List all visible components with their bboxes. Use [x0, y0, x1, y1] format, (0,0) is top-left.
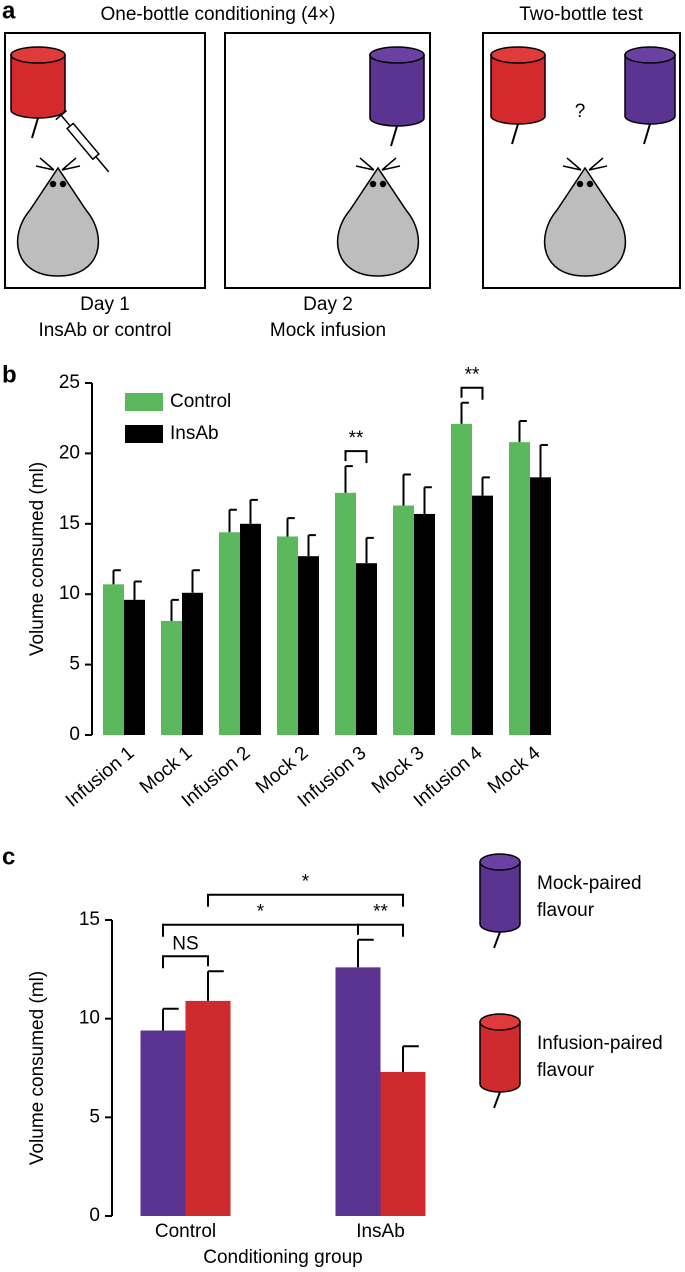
significance-label: NS	[172, 933, 198, 954]
legend-swatch	[479, 853, 521, 871]
caption: Day 2	[303, 294, 353, 315]
legend-label: Mock-paired flavour	[537, 873, 642, 921]
legend-label: Control	[170, 391, 231, 412]
significance-bracket	[357, 923, 404, 937]
caption: InsAb or control	[38, 320, 171, 341]
significance-label: **	[465, 365, 480, 386]
error-bar	[402, 1045, 419, 1072]
bar	[240, 523, 261, 735]
y-tick-label: 0	[89, 1205, 100, 1226]
y-tick-label: 15	[59, 513, 80, 534]
significance-bracket	[460, 386, 484, 400]
bottles	[10, 46, 676, 147]
significance-bracket	[344, 450, 368, 464]
bar	[335, 492, 356, 735]
frame	[482, 32, 681, 289]
x-tick-label: Infusion 1	[62, 743, 139, 812]
panel-title: One-bottle conditioning (4×)	[100, 4, 335, 25]
bar	[161, 620, 182, 735]
x-tick-label: InsAb	[356, 1221, 405, 1242]
error-bar	[133, 580, 142, 600]
legend-swatch	[479, 1021, 521, 1093]
significance-label: *	[302, 872, 310, 893]
y-tick-label: 20	[59, 442, 80, 463]
frame	[4, 32, 206, 289]
legend-swatch	[125, 425, 163, 443]
bar	[414, 513, 435, 735]
bar	[277, 536, 298, 735]
panel-label: a	[2, 0, 16, 24]
x-tick-label: Control	[155, 1221, 216, 1242]
y-axis-label: Volume consumed (ml)	[27, 462, 48, 656]
error-bar	[207, 970, 224, 1001]
error-bar	[249, 498, 258, 524]
error-bar	[481, 476, 490, 496]
legend-swatch	[479, 1013, 521, 1031]
significance-label: *	[257, 902, 265, 923]
bar	[219, 532, 240, 735]
error-bar	[518, 420, 527, 443]
y-tick-label: 5	[89, 1106, 100, 1127]
mice	[16, 110, 627, 277]
y-axis-label: Volume consumed (ml)	[27, 971, 48, 1165]
bar	[140, 1030, 186, 1216]
frame	[224, 32, 431, 289]
legend-label: InsAb	[170, 423, 219, 444]
bar	[335, 967, 381, 1216]
y-tick-label: 0	[69, 724, 80, 745]
bar	[185, 1000, 231, 1216]
bar	[393, 505, 414, 735]
legend-text: Infusion-paired flavour	[537, 1033, 663, 1081]
significance-label: **	[349, 428, 364, 449]
error-bar	[307, 534, 316, 557]
error-bar	[162, 1007, 179, 1031]
significance-bracket	[207, 893, 404, 907]
bar	[298, 556, 319, 735]
error-bar	[357, 938, 374, 968]
caption: Mock infusion	[270, 320, 386, 341]
error-bar	[344, 465, 353, 493]
bar	[380, 1071, 426, 1216]
y-tick-label: 25	[59, 372, 80, 393]
significance-bracket	[162, 955, 209, 969]
y-tick-label: 5	[69, 654, 80, 675]
bar	[451, 423, 472, 735]
legend-swatch	[493, 1091, 501, 1109]
caption: Day 1	[80, 294, 130, 315]
significance-label: **	[373, 902, 388, 923]
bar	[103, 584, 124, 735]
legend-label: Infusion-paired flavour	[537, 1033, 663, 1081]
question-mark: ?	[575, 101, 586, 122]
error-bar	[539, 443, 548, 478]
bar	[182, 592, 203, 735]
error-bar	[191, 569, 200, 593]
error-bar	[170, 598, 179, 621]
error-bar	[228, 508, 237, 533]
y-tick-label: 10	[79, 1008, 100, 1029]
error-bar	[112, 569, 121, 585]
panel-title: Two-bottle test	[519, 4, 643, 25]
legend-swatch	[479, 861, 521, 933]
legend-swatch	[493, 931, 501, 949]
x-tick-label: Mock 4	[484, 742, 545, 798]
error-bar	[423, 486, 432, 514]
panel-label: b	[2, 361, 17, 388]
error-bar	[402, 473, 411, 506]
legend-swatch	[125, 393, 163, 411]
x-axis-label: Conditioning group	[203, 1247, 363, 1268]
y-tick-label: 15	[79, 909, 100, 930]
bar	[472, 495, 493, 735]
error-bar	[460, 401, 469, 424]
y-tick-label: 10	[59, 583, 80, 604]
bar	[509, 442, 530, 735]
bar	[356, 563, 377, 735]
panel-label: c	[2, 843, 15, 870]
bar	[124, 599, 145, 735]
legend-text: Mock-paired flavour	[537, 873, 642, 921]
bar	[530, 477, 551, 735]
error-bar	[365, 536, 374, 564]
error-bar	[286, 517, 295, 537]
